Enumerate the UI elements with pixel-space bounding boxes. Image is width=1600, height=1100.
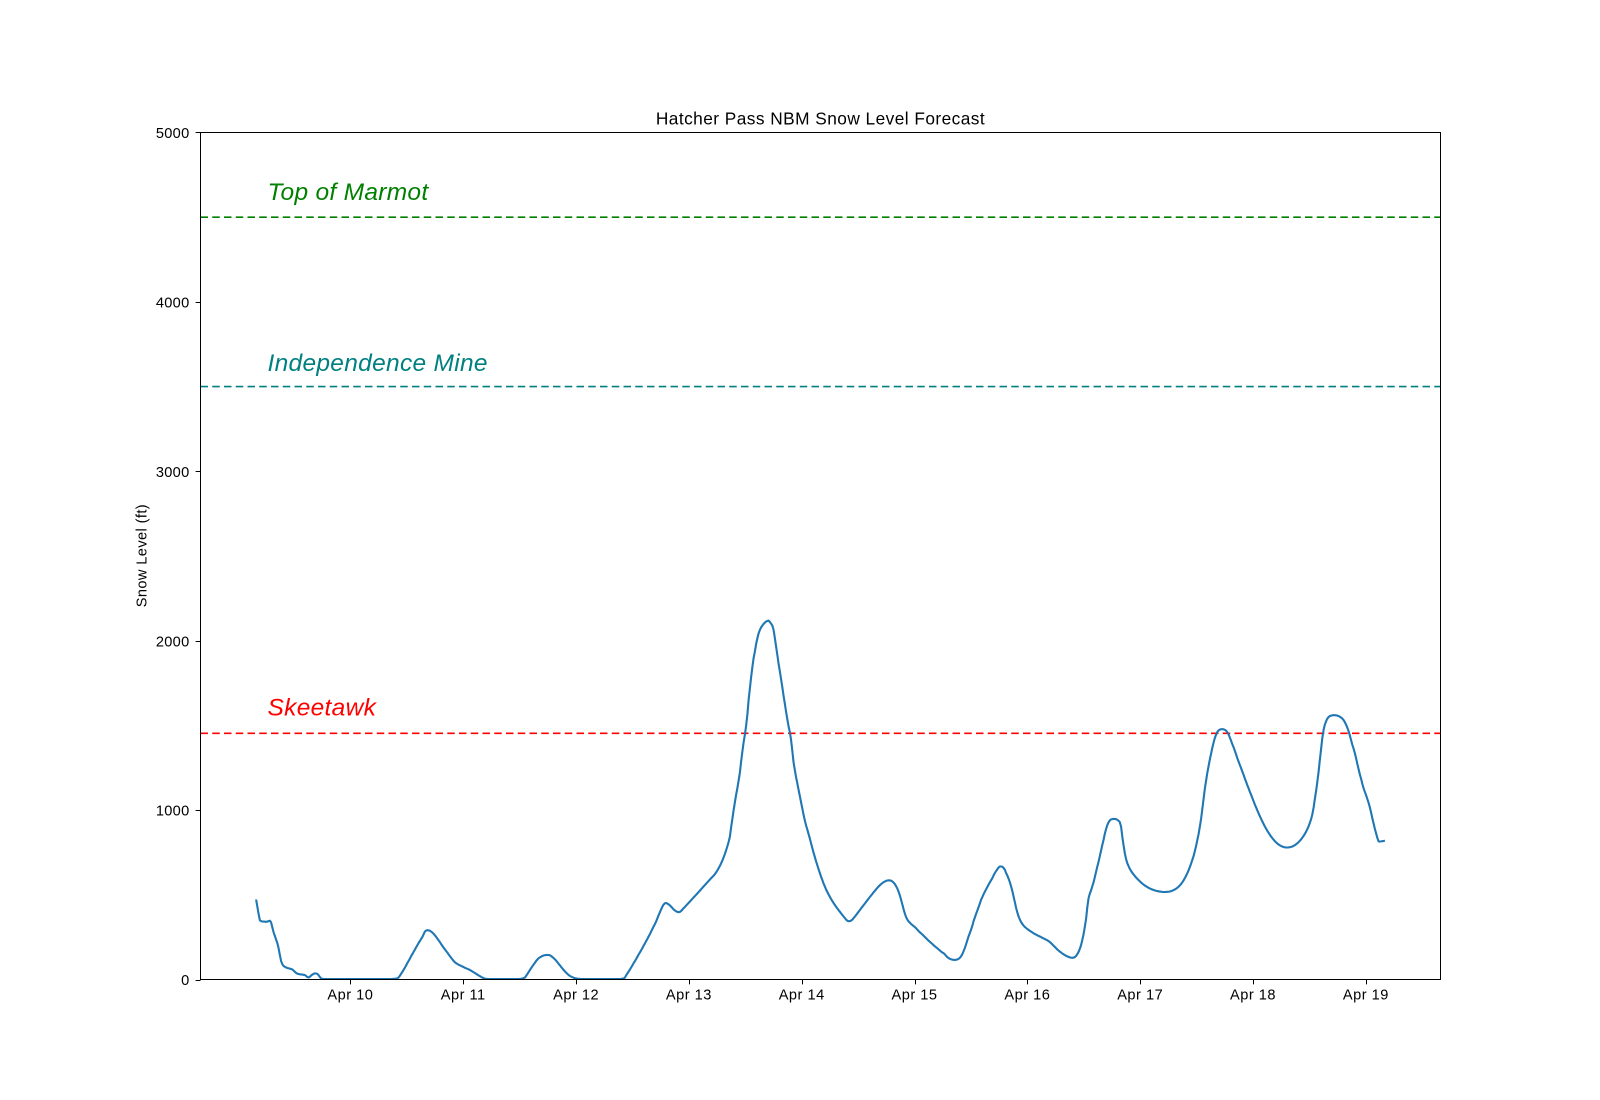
svg-text:Snow Level (ft): Snow Level (ft) <box>135 504 151 607</box>
svg-text:4000: 4000 <box>156 296 190 312</box>
svg-text:1000: 1000 <box>156 804 190 820</box>
svg-text:Apr 11: Apr 11 <box>441 988 486 1004</box>
svg-text:Apr 14: Apr 14 <box>779 988 825 1004</box>
svg-text:Apr 13: Apr 13 <box>666 988 712 1004</box>
svg-text:Apr 15: Apr 15 <box>892 988 938 1004</box>
svg-text:Apr 10: Apr 10 <box>327 988 373 1004</box>
svg-text:Apr 16: Apr 16 <box>1004 988 1050 1004</box>
svg-text:Independence Mine: Independence Mine <box>268 350 488 377</box>
svg-text:3000: 3000 <box>156 465 190 481</box>
svg-text:Skeetawk: Skeetawk <box>268 695 378 722</box>
svg-text:2000: 2000 <box>156 634 190 650</box>
svg-text:Apr 12: Apr 12 <box>553 988 599 1004</box>
svg-text:Top of Marmot: Top of Marmot <box>268 179 430 206</box>
svg-text:Apr 18: Apr 18 <box>1230 988 1276 1004</box>
svg-text:5000: 5000 <box>156 126 190 142</box>
svg-text:Apr 19: Apr 19 <box>1343 988 1389 1004</box>
svg-text:Apr 17: Apr 17 <box>1117 988 1163 1004</box>
svg-text:Hatcher Pass NBM Snow Level Fo: Hatcher Pass NBM Snow Level Forecast <box>656 109 985 129</box>
svg-text:0: 0 <box>181 973 189 989</box>
